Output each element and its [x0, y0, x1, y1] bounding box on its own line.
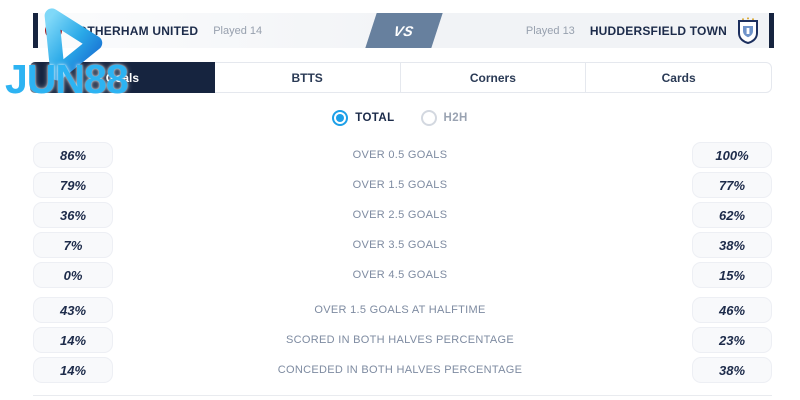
stat-label: CONCEDED IN BOTH HALVES PERCENTAGE	[277, 364, 523, 376]
tab-corners[interactable]: Corners	[401, 63, 587, 92]
stat-row: 86% OVER 0.5 GOALS 100%	[0, 140, 800, 170]
filter-label: TOTAL	[355, 112, 395, 124]
vs-label: VS	[391, 22, 416, 39]
home-value-pill: 36%	[33, 202, 113, 228]
away-value-pill: 62%	[692, 202, 772, 228]
away-value-pill: 38%	[692, 357, 772, 383]
stat-label: OVER 1.5 GOALS	[352, 179, 448, 191]
stat-row: 14% CONCEDED IN BOTH HALVES PERCENTAGE 3…	[0, 355, 800, 385]
home-played: Played 14	[213, 24, 263, 37]
tab-label: BTTS	[291, 70, 323, 85]
away-value-pill: 46%	[692, 297, 772, 323]
stat-label: SCORED IN BOTH HALVES PERCENTAGE	[285, 334, 515, 346]
stat-row: 79% OVER 1.5 GOALS 77%	[0, 170, 800, 200]
stat-tabs: Goals BTTS Corners Cards	[30, 62, 772, 93]
tab-btts[interactable]: BTTS	[215, 63, 401, 92]
header-left-edge	[33, 13, 38, 48]
tab-label: Corners	[469, 70, 516, 85]
home-value-pill: 86%	[33, 142, 113, 168]
tab-label: Goals	[105, 70, 140, 85]
home-team-name: ROTHERHAM UNITED	[69, 23, 199, 38]
home-value-pill: 14%	[33, 357, 113, 383]
huddersfield-crest-icon	[738, 16, 758, 44]
filter-radios: TOTAL H2H	[0, 108, 800, 128]
stats-rows: 86% OVER 0.5 GOALS 100% 79% OVER 1.5 GOA…	[0, 140, 800, 385]
stat-row: 36% OVER 2.5 GOALS 62%	[0, 200, 800, 230]
home-team: ROTHERHAM UNITED Played 14	[45, 22, 262, 39]
away-value-pill: 15%	[692, 262, 772, 288]
filter-option-h2h[interactable]: H2H	[420, 110, 468, 126]
filter-option-total[interactable]: TOTAL	[332, 110, 394, 126]
away-value-pill: 23%	[692, 327, 772, 353]
away-played: Played 13	[525, 24, 575, 37]
bottom-divider	[33, 395, 772, 396]
home-value-pill: 14%	[33, 327, 113, 353]
stat-label: OVER 4.5 GOALS	[352, 269, 448, 281]
header-right-edge	[769, 13, 774, 48]
stat-label: OVER 1.5 GOALS AT HALFTIME	[314, 304, 486, 316]
stat-row: 14% SCORED IN BOTH HALVES PERCENTAGE 23%	[0, 325, 800, 355]
away-value-pill: 100%	[692, 142, 772, 168]
stat-label: OVER 3.5 GOALS	[352, 239, 448, 251]
filter-label: H2H	[443, 112, 468, 124]
rotherham-crest-icon	[45, 22, 62, 39]
away-value-pill: 77%	[692, 172, 772, 198]
home-value-pill: 0%	[33, 262, 113, 288]
stat-row: 0% OVER 4.5 GOALS 15%	[0, 260, 800, 290]
tab-goals[interactable]: Goals	[30, 62, 215, 93]
vs-badge: VS	[364, 13, 443, 48]
stat-label: OVER 0.5 GOALS	[352, 149, 448, 161]
away-team: Played 13 HUDDERSFIELD TOWN	[525, 16, 760, 45]
stat-label: OVER 2.5 GOALS	[352, 209, 448, 221]
tab-cards[interactable]: Cards	[586, 63, 771, 92]
home-value-pill: 79%	[33, 172, 113, 198]
away-team-name: HUDDERSFIELD TOWN	[589, 23, 727, 38]
match-header: ROTHERHAM UNITED Played 14 VS Played 13 …	[33, 13, 774, 48]
home-value-pill: 43%	[33, 297, 113, 323]
tab-label: Cards	[661, 70, 696, 85]
away-value-pill: 38%	[692, 232, 772, 258]
home-value-pill: 7%	[33, 232, 113, 258]
stat-row: 7% OVER 3.5 GOALS 38%	[0, 230, 800, 260]
stat-row: 43% OVER 1.5 GOALS AT HALFTIME 46%	[0, 295, 800, 325]
radio-icon	[332, 110, 349, 126]
radio-icon	[420, 110, 437, 126]
